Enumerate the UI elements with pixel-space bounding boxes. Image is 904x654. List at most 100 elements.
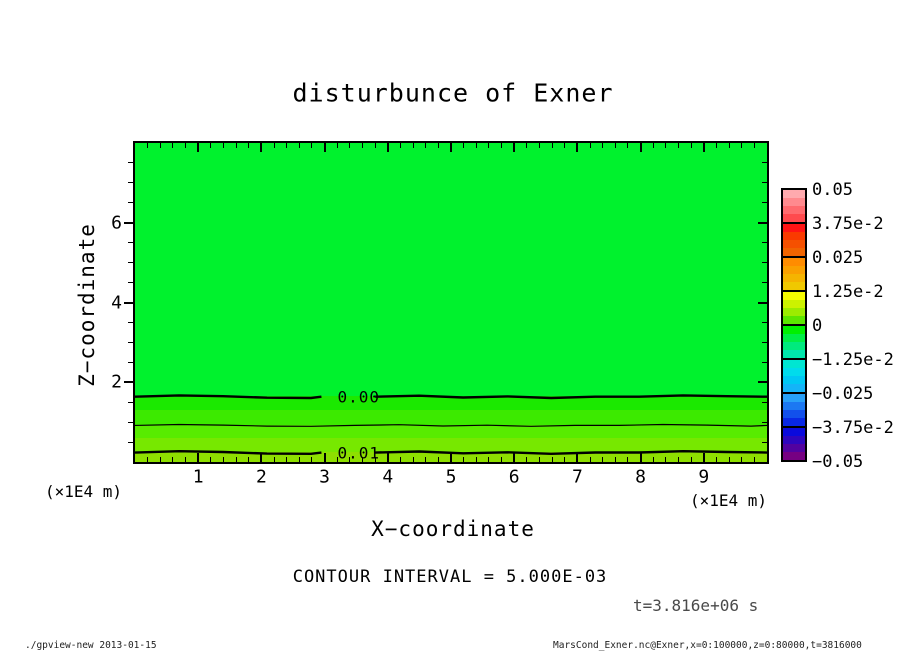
colorbar-cell bbox=[783, 292, 805, 326]
x-minor-tick bbox=[222, 143, 224, 148]
contour-fill-band bbox=[135, 424, 767, 439]
x-minor-tick bbox=[715, 143, 717, 148]
x-major-tick bbox=[323, 143, 326, 152]
footer-source-stamp: MarsCond_Exner.nc@Exner,x=0:100000,z=0:8… bbox=[553, 640, 862, 651]
x-major-tick bbox=[702, 453, 705, 462]
x-minor-tick bbox=[286, 457, 288, 462]
colorbar-boundary-label: 0 bbox=[812, 316, 823, 336]
x-major-tick bbox=[702, 143, 705, 152]
y-minor-tick bbox=[128, 421, 133, 423]
y-major-tick bbox=[758, 221, 767, 224]
colorbar-cell bbox=[783, 394, 805, 428]
y-minor-tick bbox=[762, 421, 767, 423]
y-minor-tick bbox=[762, 401, 767, 403]
colorbar-boundary-label: −1.25e-2 bbox=[812, 350, 894, 370]
x-minor-tick bbox=[475, 457, 477, 462]
x-major-tick bbox=[639, 143, 642, 152]
colorbar-cell bbox=[783, 428, 805, 460]
y-major-tick bbox=[758, 301, 767, 304]
x-major-tick bbox=[197, 143, 200, 152]
x-minor-tick bbox=[222, 457, 224, 462]
x-minor-tick bbox=[614, 143, 616, 148]
x-minor-tick bbox=[728, 457, 730, 462]
x-minor-tick bbox=[488, 143, 490, 148]
y-minor-tick bbox=[128, 162, 133, 164]
x-major-tick bbox=[197, 453, 200, 462]
x-minor-tick bbox=[273, 143, 275, 148]
colorbar-boundary-label: 0.05 bbox=[812, 180, 853, 200]
contour-fill-band bbox=[135, 396, 767, 411]
y-minor-tick bbox=[762, 242, 767, 244]
x-minor-tick bbox=[488, 457, 490, 462]
footer-program-stamp: ./gpview-new 2013-01-15 bbox=[25, 640, 157, 651]
x-major-tick bbox=[450, 143, 452, 152]
x-tick-label: 2 bbox=[255, 466, 267, 488]
y-minor-tick bbox=[762, 182, 767, 184]
x-minor-tick bbox=[741, 457, 743, 462]
x-minor-tick bbox=[551, 457, 553, 462]
x-minor-tick bbox=[538, 457, 540, 462]
y-minor-tick bbox=[128, 401, 133, 403]
x-minor-tick bbox=[526, 143, 528, 148]
x-tick-label: 3 bbox=[319, 466, 331, 488]
x-minor-tick bbox=[501, 457, 503, 462]
x-minor-tick bbox=[311, 143, 313, 148]
y-major-tick bbox=[124, 381, 133, 384]
y-minor-tick bbox=[762, 441, 767, 443]
x-minor-tick bbox=[185, 457, 187, 462]
y-minor-tick bbox=[762, 162, 767, 164]
y-minor-tick bbox=[762, 341, 767, 343]
x-minor-tick bbox=[753, 457, 755, 462]
x-minor-tick bbox=[399, 143, 401, 148]
x-minor-tick bbox=[526, 457, 528, 462]
colorbar-cell bbox=[783, 326, 805, 360]
colorbar-boundary-label: −0.025 bbox=[812, 384, 874, 404]
chart-title: disturbunce of Exner bbox=[292, 78, 614, 108]
x-minor-tick bbox=[652, 143, 654, 148]
x-minor-tick bbox=[349, 143, 351, 148]
x-minor-tick bbox=[286, 143, 288, 148]
x-minor-tick bbox=[475, 143, 477, 148]
y-minor-tick bbox=[128, 321, 133, 323]
y-axis-unit-label: (×1E4 m) bbox=[45, 482, 123, 501]
colorbar-boundary-label: 3.75e-2 bbox=[812, 214, 884, 234]
y-major-tick bbox=[124, 221, 133, 224]
y-tick-label: 6 bbox=[111, 212, 122, 234]
x-minor-tick bbox=[349, 457, 351, 462]
x-minor-tick bbox=[627, 143, 629, 148]
x-tick-label: 5 bbox=[445, 466, 457, 488]
colorbar bbox=[781, 188, 807, 462]
x-minor-tick bbox=[437, 143, 439, 148]
y-tick-label: 4 bbox=[111, 292, 122, 313]
x-minor-tick bbox=[159, 143, 161, 148]
x-minor-tick bbox=[159, 457, 161, 462]
colorbar-cell bbox=[783, 360, 805, 394]
x-major-tick bbox=[576, 143, 579, 152]
x-major-tick bbox=[576, 453, 579, 462]
y-major-tick bbox=[124, 301, 133, 304]
x-minor-tick bbox=[336, 143, 338, 148]
x-major-tick bbox=[260, 143, 263, 152]
x-minor-tick bbox=[463, 457, 465, 462]
colorbar-cell bbox=[783, 224, 805, 258]
x-minor-tick bbox=[248, 457, 250, 462]
x-minor-tick bbox=[602, 457, 604, 462]
x-minor-tick bbox=[753, 143, 755, 148]
x-minor-tick bbox=[399, 457, 401, 462]
colorbar-boundary-label: 1.25e-2 bbox=[812, 282, 884, 302]
x-major-tick bbox=[260, 453, 263, 462]
x-minor-tick bbox=[551, 143, 553, 148]
x-minor-tick bbox=[690, 457, 692, 462]
x-tick-label: 9 bbox=[698, 466, 710, 488]
contour-fill-band bbox=[135, 438, 767, 453]
x-major-tick bbox=[450, 453, 452, 462]
x-minor-tick bbox=[248, 143, 250, 148]
x-minor-tick bbox=[235, 457, 237, 462]
x-minor-tick bbox=[463, 143, 465, 148]
x-minor-tick bbox=[665, 143, 667, 148]
contour-fill-band bbox=[135, 143, 767, 397]
x-minor-tick bbox=[412, 143, 414, 148]
y-minor-tick bbox=[128, 441, 133, 443]
colorbar-cell bbox=[783, 190, 805, 224]
x-axis-label: X−coordinate bbox=[371, 517, 535, 541]
